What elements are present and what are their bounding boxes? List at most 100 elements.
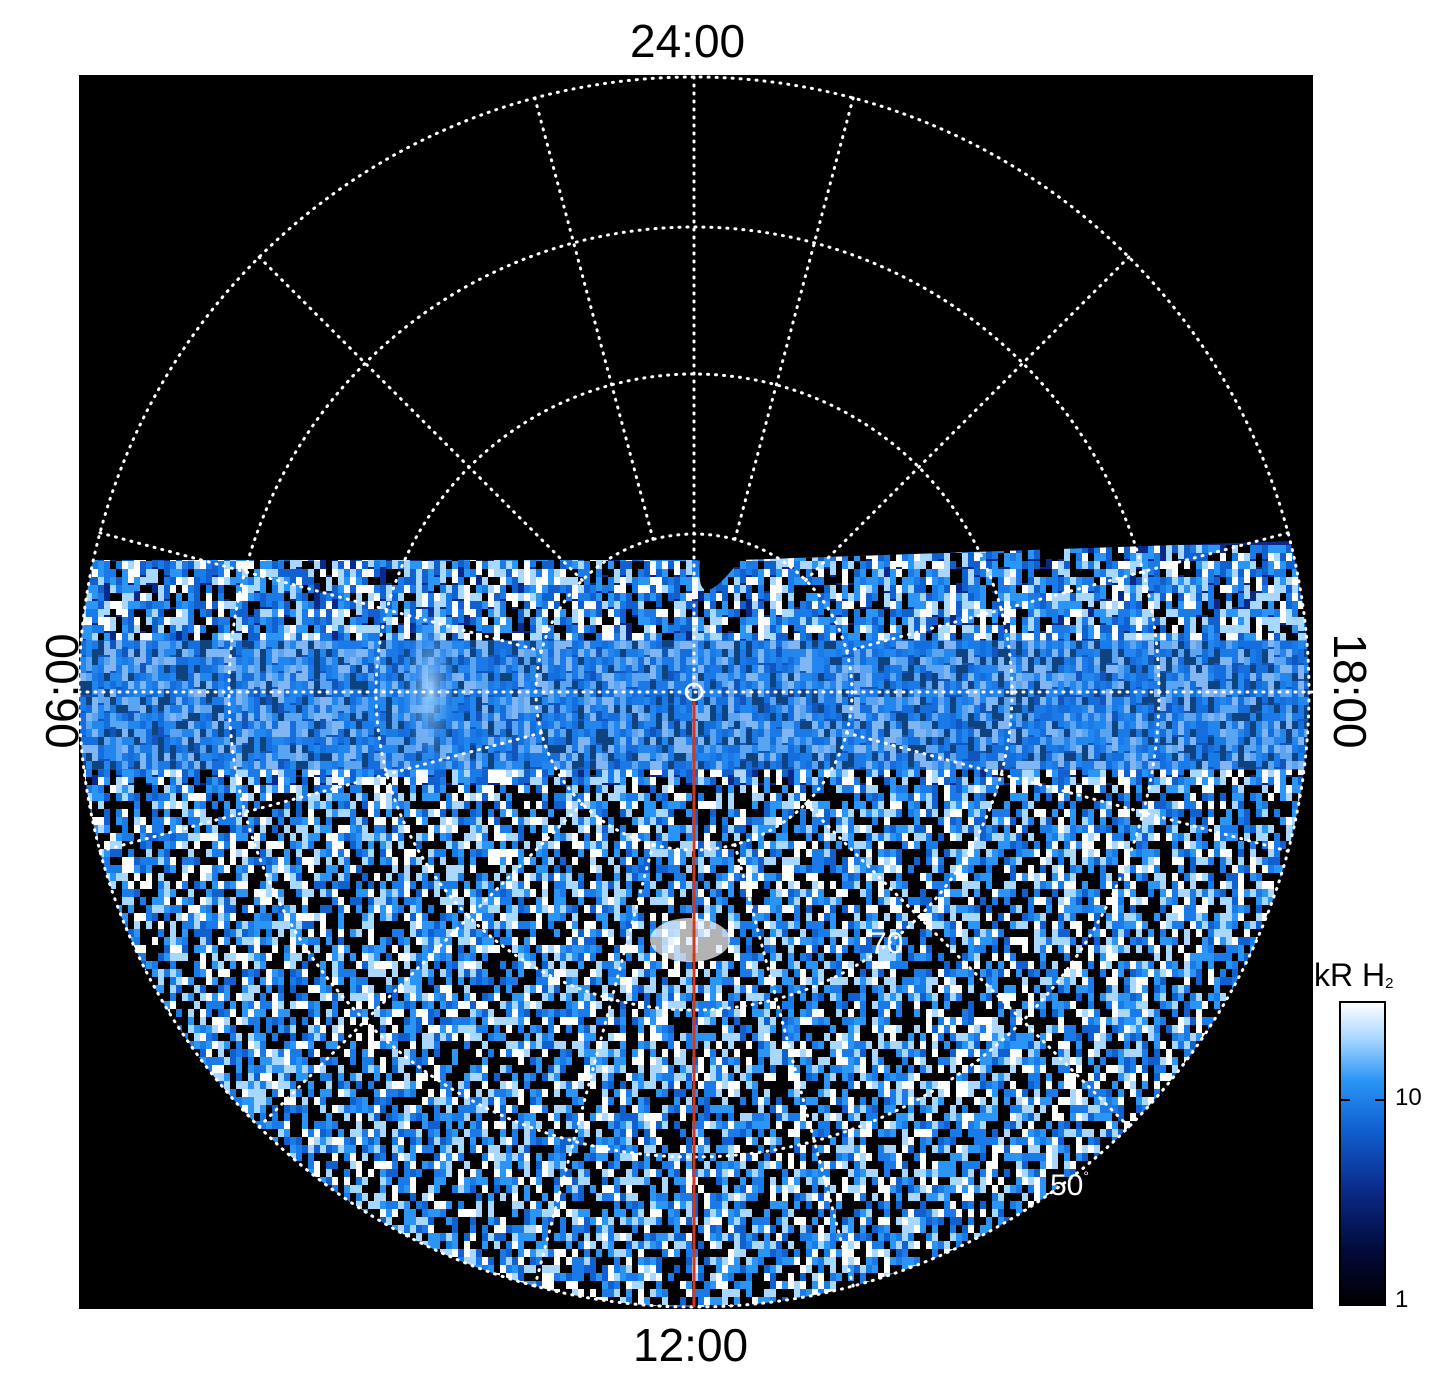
emission-pixel [782, 617, 788, 631]
emission-pixel [1196, 577, 1202, 591]
emission-pixel [326, 617, 332, 631]
emission-pixel [1130, 561, 1136, 575]
emission-pixel [1286, 577, 1292, 591]
emission-pixel [1058, 577, 1064, 591]
emission-pixel [998, 617, 1004, 631]
emission-pixel [1256, 577, 1262, 591]
emission-pixel [374, 585, 380, 599]
emission-pixel [350, 617, 356, 631]
emission-pixel [548, 561, 554, 575]
emission-pixel [410, 585, 416, 599]
emission-pixel [200, 601, 206, 615]
emission-pixel [152, 625, 158, 639]
emission-pixel [302, 577, 308, 591]
emission-pixel [560, 609, 566, 623]
emission-pixel [1274, 561, 1280, 575]
emission-pixel [578, 593, 584, 607]
emission-pixel [236, 553, 242, 567]
emission-pixel [908, 593, 914, 607]
emission-pixel [1160, 593, 1166, 607]
emission-pixel [932, 569, 938, 583]
emission-pixel [392, 585, 398, 599]
emission-pixel [1022, 617, 1028, 631]
emission-pixel [1010, 553, 1016, 567]
emission-pixel [782, 601, 788, 615]
emission-pixel [1082, 625, 1088, 639]
emission-pixel [656, 617, 662, 631]
emission-pixel [494, 569, 500, 583]
emission-pixel [254, 569, 260, 583]
emission-pixel [764, 561, 770, 575]
emission-pixel [284, 561, 290, 575]
emission-pixel [482, 617, 488, 631]
emission-pixel [1298, 617, 1304, 631]
emission-pixel [536, 569, 542, 583]
emission-pixel [158, 585, 164, 599]
emission-pixel [374, 577, 380, 591]
emission-pixel [290, 625, 296, 639]
emission-pixel [398, 577, 404, 591]
emission-pixel [296, 593, 302, 607]
emission-pixel [1094, 593, 1100, 607]
emission-pixel [974, 561, 980, 575]
emission-pixel [944, 569, 950, 583]
emission-pixel [578, 609, 584, 623]
emission-pixel [338, 553, 344, 567]
emission-pixel [128, 601, 134, 615]
emission-pixel [590, 561, 596, 575]
emission-pixel [1268, 577, 1274, 591]
emission-pixel [764, 593, 770, 607]
emission-pixel [590, 625, 596, 639]
emission-pixel [494, 625, 500, 639]
emission-pixel [416, 569, 422, 583]
emission-pixel [1064, 553, 1070, 567]
emission-pixel [272, 617, 278, 631]
emission-pixel [1082, 553, 1088, 567]
emission-pixel [1226, 617, 1232, 631]
emission-pixel [1292, 585, 1298, 599]
emission-pixel [812, 601, 818, 615]
emission-pixel [482, 577, 488, 591]
emission-pixel [980, 553, 986, 567]
emission-pixel [518, 569, 524, 583]
emission-pixel [314, 609, 320, 623]
emission-pixel [764, 617, 770, 631]
emission-pixel [782, 553, 788, 567]
emission-pixel [1166, 561, 1172, 575]
emission-pixel [1292, 577, 1298, 591]
emission-pixel [1286, 617, 1292, 631]
emission-pixel [440, 585, 446, 599]
emission-pixel [530, 577, 536, 591]
emission-pixel [914, 561, 920, 575]
emission-pixel [1286, 609, 1292, 623]
emission-pixel [614, 601, 620, 615]
emission-pixel [836, 601, 842, 615]
emission-pixel [1148, 545, 1154, 559]
emission-pixel [554, 553, 560, 567]
emission-pixel [608, 561, 614, 575]
emission-pixel [224, 585, 230, 599]
emission-pixel [974, 617, 980, 631]
emission-pixel [404, 585, 410, 599]
emission-pixel [1052, 561, 1058, 575]
emission-pixel [494, 585, 500, 599]
emission-pixel [668, 625, 674, 639]
emission-pixel [812, 617, 818, 631]
emission-pixel [740, 585, 746, 599]
emission-pixel [722, 625, 728, 639]
emission-pixel [242, 585, 248, 599]
emission-pixel [776, 617, 782, 631]
emission-pixel [308, 625, 314, 639]
emission-pixel [1070, 609, 1076, 623]
emission-pixel [524, 577, 530, 591]
emission-pixel [98, 577, 104, 591]
emission-pixel [662, 561, 668, 575]
emission-pixel [524, 569, 530, 583]
emission-pixel [1280, 553, 1286, 567]
emission-pixel [626, 569, 632, 583]
emission-pixel [602, 553, 608, 567]
emission-pixel [1100, 569, 1106, 583]
emission-pixel [458, 601, 464, 615]
emission-pixel [1166, 569, 1172, 583]
emission-pixel [1118, 561, 1124, 575]
